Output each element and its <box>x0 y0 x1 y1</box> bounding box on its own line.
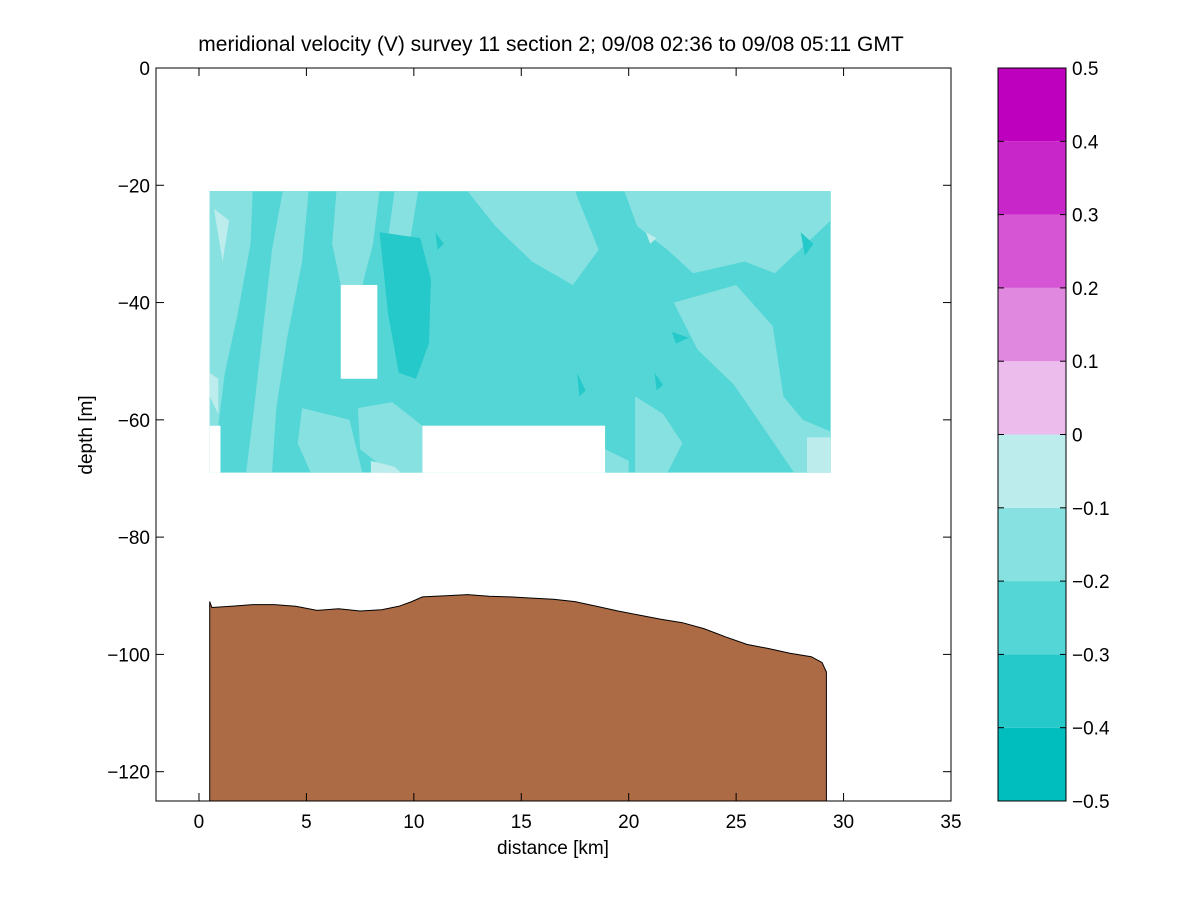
colorbar-tick-label: 0 <box>1072 426 1083 447</box>
no-data-gap <box>209 425 221 473</box>
colorbar-swatch <box>998 581 1066 655</box>
y-tick-label: 0 <box>139 59 150 80</box>
colorbar-swatch <box>998 727 1066 801</box>
x-axis-label: distance [km] <box>497 838 609 859</box>
no-data-gap <box>340 284 378 379</box>
colorbar: 0.5 0.4 0.3 0.2 0.1 0 −0.1 −0.2 −0.3 −0.4 −0.5 <box>997 59 1110 813</box>
colorbar-tick-label: 0.3 <box>1072 206 1098 227</box>
colorbar-swatch <box>998 434 1066 508</box>
x-axis-ticks: 0 5 10 15 20 25 30 35 <box>194 68 962 833</box>
contour-patch <box>673 285 831 473</box>
contour-patch <box>209 191 253 426</box>
colorbar-swatch <box>998 361 1066 435</box>
contour-patch <box>370 460 401 473</box>
colorbar-tick-label: −0.1 <box>1072 499 1110 520</box>
contour-patch <box>605 449 629 473</box>
y-axis-label: depth [m] <box>76 395 97 474</box>
contour-patch <box>297 408 363 473</box>
colorbar-tick-label: 0.5 <box>1072 59 1098 80</box>
x-tick-label: 15 <box>511 812 532 833</box>
bathymetry <box>209 594 827 801</box>
contour-patch <box>358 402 423 473</box>
x-tick-label: 35 <box>940 812 961 833</box>
colorbar-tick-label: −0.5 <box>1072 792 1110 813</box>
contour-patch <box>379 232 431 379</box>
y-tick-label: −60 <box>118 411 150 432</box>
colorbar-swatch <box>998 214 1066 288</box>
colorbar-tick-label: −0.3 <box>1072 645 1110 666</box>
seafloor <box>209 594 827 801</box>
contour-field <box>209 191 831 473</box>
no-data-gap <box>422 425 606 473</box>
colorbar-tick-label: −0.4 <box>1072 719 1110 740</box>
colorbar-swatch <box>998 287 1066 362</box>
plot-area: 0 5 10 15 20 25 30 35 0 −20 −40 −60 −80 −100 −120 <box>107 59 961 833</box>
colorbar-tick-label: 0.4 <box>1072 132 1099 153</box>
contour-patch <box>577 372 586 397</box>
contour-patch <box>624 191 831 274</box>
y-tick-label: −120 <box>107 763 150 784</box>
x-tick-label: 20 <box>618 812 639 833</box>
contour-patch <box>467 191 599 285</box>
colorbar-tick-label: 0.2 <box>1072 279 1098 300</box>
y-axis-ticks: 0 −20 −40 −60 −80 −100 −120 <box>107 59 951 784</box>
contour-patch <box>645 232 657 244</box>
x-tick-label: 25 <box>726 812 747 833</box>
y-tick-label: −100 <box>107 645 150 666</box>
y-tick-label: −20 <box>118 176 150 197</box>
colorbar-swatch <box>998 68 1066 142</box>
colorbar-swatch <box>998 507 1066 582</box>
colorbar-swatch <box>998 141 1066 215</box>
plot-frame <box>155 67 952 802</box>
x-tick-label: 10 <box>403 812 424 833</box>
contour-patch <box>246 191 309 473</box>
x-tick-label: 0 <box>194 812 205 833</box>
contour-patch <box>214 208 230 262</box>
contour-patch <box>435 232 444 250</box>
contour-patch <box>807 437 831 473</box>
chart-title: meridional velocity (V) survey 11 sectio… <box>198 33 904 56</box>
y-tick-label: −40 <box>118 294 150 315</box>
contour-patch <box>332 191 380 285</box>
colorbar-tick-label: −0.2 <box>1072 572 1110 593</box>
x-tick-label: 5 <box>301 812 312 833</box>
y-tick-label: −80 <box>118 528 150 549</box>
contour-patch <box>671 331 689 344</box>
contour-patch <box>635 396 683 473</box>
colorbar-tick-label: 0.1 <box>1072 352 1098 373</box>
contour-patch <box>209 372 219 414</box>
contour-patch <box>800 232 814 256</box>
colorbar-swatch <box>998 654 1066 728</box>
x-tick-label: 30 <box>833 812 854 833</box>
contour-patch <box>654 372 664 391</box>
